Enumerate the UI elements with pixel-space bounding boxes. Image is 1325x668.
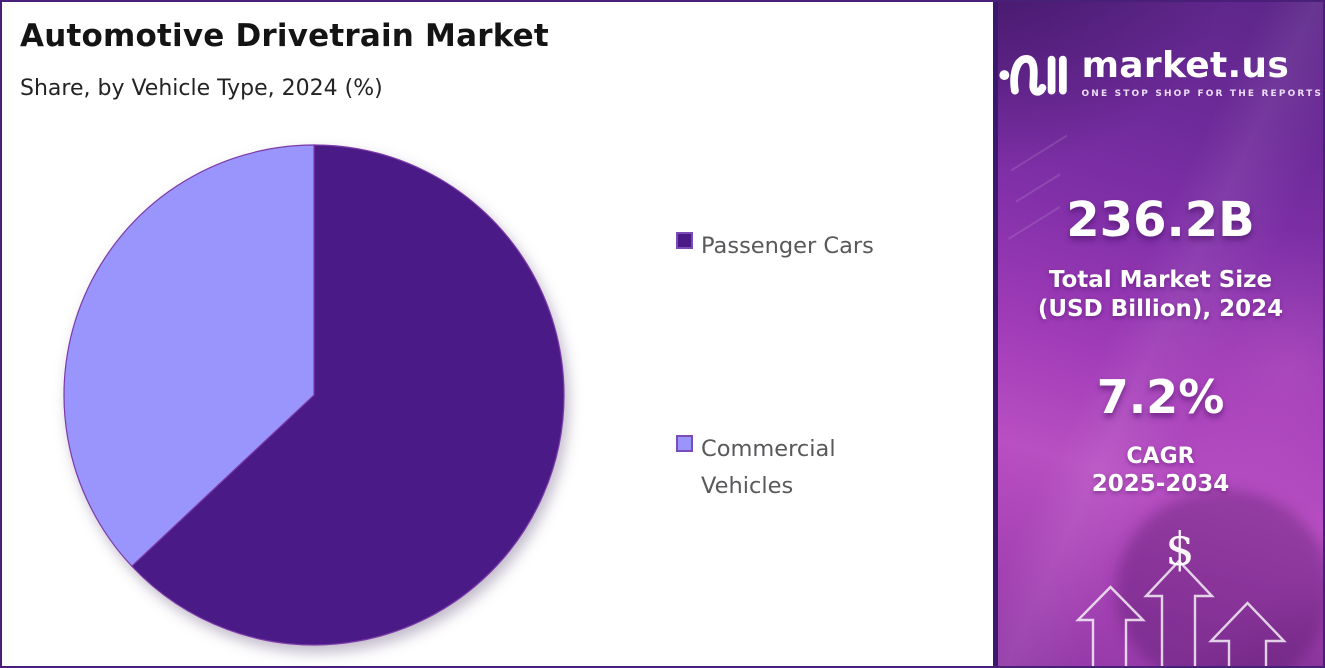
legend-swatch-passenger-cars	[676, 232, 693, 249]
market-size-value: 236.2B	[1066, 192, 1255, 248]
pie-slice-passenger-cars	[130, 144, 565, 646]
market-size-label-line1: Total Market Size	[1048, 267, 1273, 293]
cagr-label: CAGR	[1126, 444, 1195, 469]
brand-name: market.us	[1081, 44, 1290, 86]
legend-label-commercial-vehicles: Commercial Vehicles	[701, 436, 836, 499]
market-size-label: Total Market Size (USD Billion), 2024	[998, 266, 1323, 324]
brand-tagline: ONE STOP SHOP FOR THE REPORTS	[1081, 88, 1323, 99]
legend-item-passenger-cars: Passenger Cars	[676, 228, 874, 265]
dollar-symbol: $	[1165, 522, 1195, 576]
sidebar: market.us ONE STOP SHOP FOR THE REPORTS …	[993, 2, 1323, 666]
page-title: Automotive Drivetrain Market	[20, 18, 549, 54]
growth-arrow-middle	[1143, 559, 1215, 666]
chart-panel: Automotive Drivetrain Market Share, by V…	[2, 2, 991, 666]
market-us-logo-icon	[999, 55, 1067, 96]
brand: market.us ONE STOP SHOP FOR THE REPORTS	[998, 44, 1323, 102]
photo-cup-shape	[1116, 490, 1323, 666]
pie-chart	[54, 135, 574, 655]
chart-subtitle: Share, by Vehicle Type, 2024 (%)	[20, 76, 383, 101]
market-size-label-line2: (USD Billion), 2024	[1037, 296, 1284, 322]
pie-slice-commercial-vehicles	[63, 144, 315, 567]
cagr-period: 2025-2034	[1091, 471, 1230, 497]
brand-text: market.us ONE STOP SHOP FOR THE REPORTS	[1081, 44, 1324, 99]
legend-swatch-commercial-vehicles	[676, 435, 693, 452]
growth-arrow-left	[1075, 585, 1146, 666]
cagr-value: 7.2%	[1096, 370, 1225, 424]
growth-arrow-right	[1208, 601, 1287, 666]
photo-streak	[1010, 134, 1068, 172]
legend-item-commercial-vehicles: Commercial Vehicles	[676, 431, 881, 505]
growth-arrows-icon	[1075, 559, 1287, 666]
pie-chart-svg	[63, 144, 565, 646]
legend-label-passenger-cars: Passenger Cars	[701, 233, 874, 259]
